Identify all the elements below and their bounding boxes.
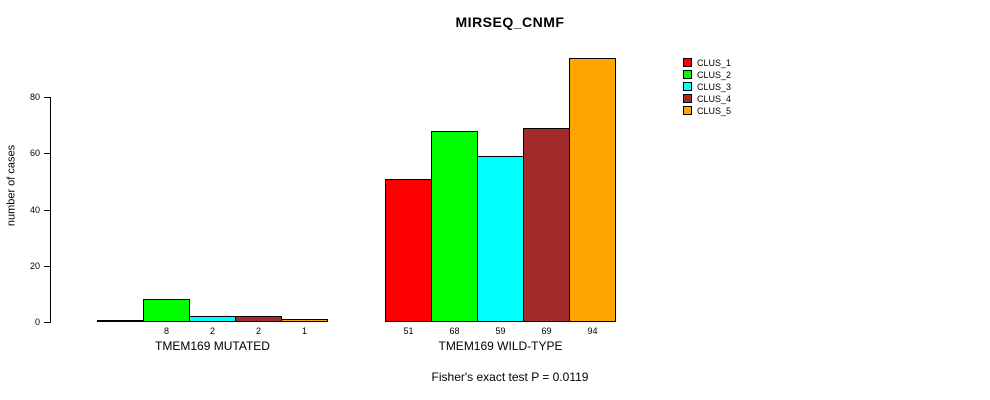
bar-clus-2-wild-type — [431, 131, 478, 322]
bar-count-label: 1 — [301, 326, 307, 336]
legend: CLUS_1 CLUS_2 CLUS_3 CLUS_4 CLUS_5 — [683, 57, 731, 117]
bar-clus-3-wild-type — [477, 156, 524, 322]
y-tick-mark — [44, 97, 50, 98]
bar-count-label: 8 — [163, 326, 169, 336]
legend-swatch-icon — [683, 82, 692, 91]
y-tick-label: 60 — [29, 148, 40, 158]
legend-label: CLUS_5 — [697, 105, 732, 116]
bar-count-label: 94 — [587, 326, 598, 336]
bar-clus-5-mutated — [281, 319, 328, 322]
y-tick-label: 0 — [34, 317, 40, 327]
bar-clus-4-wild-type — [523, 128, 570, 322]
legend-item-clus-1: CLUS_1 — [683, 57, 731, 68]
y-tick-mark — [44, 210, 50, 211]
p-value-annotation: Fisher's exact test P = 0.0119 — [431, 370, 589, 384]
legend-swatch-icon — [683, 58, 692, 67]
bar-count-label: 2 — [209, 326, 215, 336]
chart-title: MIRSEQ_CNMF — [455, 14, 565, 30]
legend-item-clus-3: CLUS_3 — [683, 81, 731, 92]
y-axis-line — [50, 97, 51, 323]
bar-clus-2-mutated — [143, 299, 190, 322]
legend-item-clus-5: CLUS_5 — [683, 105, 731, 116]
bar-clus-3-mutated — [189, 316, 236, 322]
legend-swatch-icon — [683, 106, 692, 115]
group-label-mutated: TMEM169 MUTATED — [155, 339, 270, 353]
legend-label: CLUS_4 — [697, 93, 732, 104]
y-tick-mark — [44, 266, 50, 267]
y-tick-mark — [44, 322, 50, 323]
bar-count-label: 68 — [449, 326, 460, 336]
legend-item-clus-4: CLUS_4 — [683, 93, 731, 104]
y-axis-label: number of cases — [5, 144, 18, 227]
y-tick-label: 20 — [29, 261, 40, 271]
bar-count-label: 59 — [495, 326, 506, 336]
bar-clus-4-mutated — [235, 316, 282, 322]
bar-clus-1-wild-type — [385, 179, 432, 322]
bar-clus-1-mutated — [97, 320, 144, 322]
bar-clus-5-wild-type — [569, 58, 616, 322]
y-tick-label: 40 — [29, 205, 40, 215]
legend-label: CLUS_2 — [697, 69, 732, 80]
legend-item-clus-2: CLUS_2 — [683, 69, 731, 80]
bar-count-label: 51 — [403, 326, 414, 336]
bar-count-label: 69 — [541, 326, 552, 336]
legend-label: CLUS_1 — [697, 57, 732, 68]
legend-label: CLUS_3 — [697, 81, 732, 92]
group-label-wild-type: TMEM169 WILD-TYPE — [438, 339, 563, 353]
y-tick-label: 80 — [29, 92, 40, 102]
legend-swatch-icon — [683, 94, 692, 103]
y-tick-mark — [44, 153, 50, 154]
legend-swatch-icon — [683, 70, 692, 79]
bar-count-label: 2 — [255, 326, 261, 336]
